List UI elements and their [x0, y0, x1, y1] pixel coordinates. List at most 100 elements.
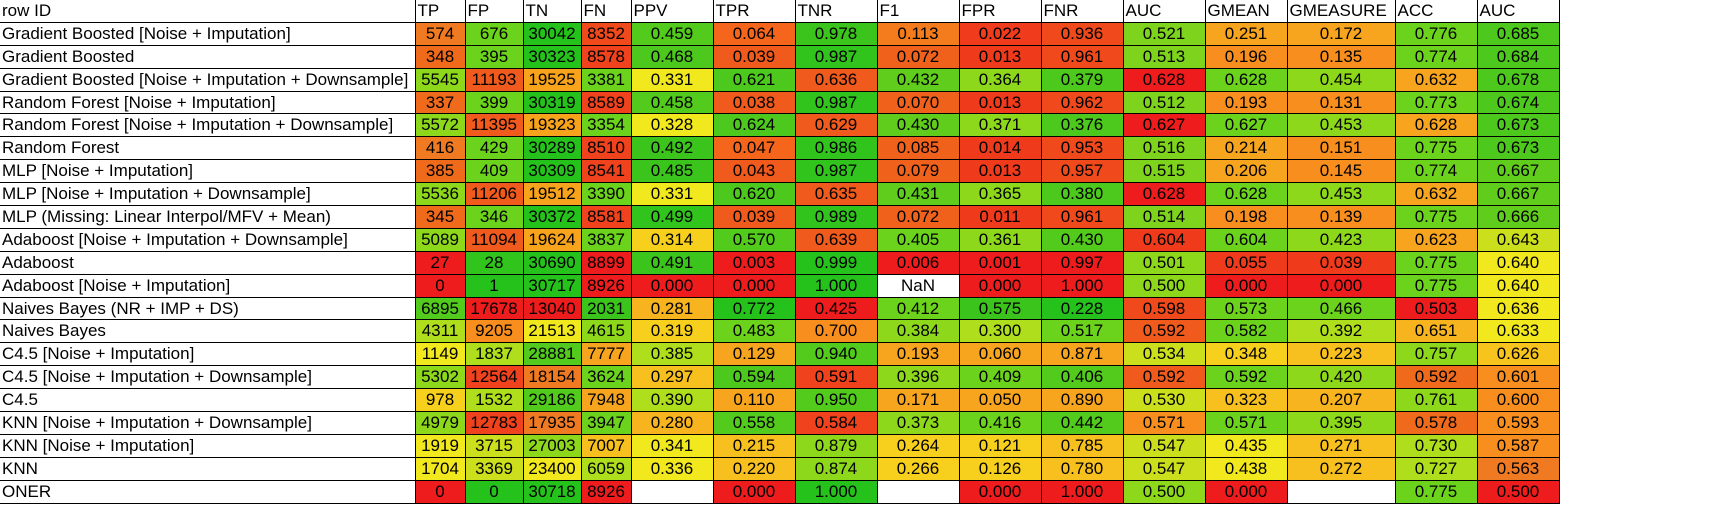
metric-cell	[876, 479, 960, 504]
metric-cell: 0.773	[1394, 90, 1478, 115]
metric-cell: 0.547	[1122, 433, 1206, 458]
table-row: Adaboost [Noise + Imputation] 0 1 30717 8926…	[0, 273, 1560, 298]
metric-cell: 0.940	[794, 342, 878, 367]
metric-cell: 0.113	[876, 21, 960, 46]
metric-cell: 0.072	[876, 205, 960, 229]
metric-cell: 0.578	[1394, 411, 1478, 435]
metric-cell: 0.453	[1286, 182, 1396, 207]
metric-cell: 0.953	[1040, 136, 1124, 161]
metric-cell: 0.390	[630, 388, 714, 413]
metric-cell: 0.632	[1394, 67, 1478, 92]
metric-cell: 0.060	[958, 342, 1042, 367]
metric-cell: 7948	[580, 388, 632, 413]
metric-cell: 0.678	[1476, 67, 1560, 92]
metric-cell: 0.409	[958, 365, 1042, 390]
metric-cell: 0.575	[958, 296, 1042, 321]
metric-cell: 574	[414, 21, 466, 46]
metric-cell: 1.000	[1040, 479, 1124, 504]
metric-cell: 5536	[414, 182, 466, 207]
metric-cell: 0.684	[1476, 44, 1560, 69]
metric-cell: 0.570	[712, 227, 796, 252]
metric-cell: 0.651	[1394, 319, 1478, 344]
metric-cell: 0.198	[1204, 205, 1288, 229]
metric-cell: 0.961	[1040, 44, 1124, 69]
table-row: ONER 0 0 30718 8926 0.000 1.000 0.000 1.000 0.500…	[0, 479, 1560, 504]
column-header: PPV	[630, 0, 714, 23]
metric-cell: 0.573	[1204, 296, 1288, 321]
metric-cell: 0.013	[958, 90, 1042, 115]
metric-cell: 8581	[580, 205, 632, 229]
metric-cell: 28881	[522, 342, 582, 367]
metric-cell: 0.014	[958, 136, 1042, 161]
metric-cell: 8589	[580, 90, 632, 115]
row-id-cell: Random Forest [Noise + Imputation + Down…	[0, 113, 416, 138]
metric-cell: 0.328	[630, 113, 714, 138]
metric-cell: 0.558	[712, 411, 796, 435]
metric-cell: 0.503	[1394, 296, 1478, 321]
table-row: KNN [Noise + Imputation + Downsample] 497…	[0, 411, 1560, 435]
metric-cell: 0.364	[958, 67, 1042, 92]
metric-cell: 0.223	[1286, 342, 1396, 367]
metric-cell: 19512	[522, 182, 582, 207]
metric-cell: 0.514	[1122, 205, 1206, 229]
metric-cell: 978	[414, 388, 466, 413]
metric-cell: 0.072	[876, 44, 960, 69]
metric-cell: 0.459	[630, 21, 714, 46]
metric-cell: 0.373	[876, 411, 960, 435]
metric-cell: 2031	[580, 296, 632, 321]
metric-cell: 0.601	[1476, 365, 1560, 390]
metric-cell: 0.592	[1394, 365, 1478, 390]
metric-cell: 0.890	[1040, 388, 1124, 413]
metric-cell: 0.626	[1476, 342, 1560, 367]
metric-cell: 0.001	[958, 250, 1042, 275]
metric-cell: 13040	[522, 296, 582, 321]
row-id-cell: Adaboost	[0, 250, 416, 275]
metric-cell: 29186	[522, 388, 582, 413]
metric-cell: 0.365	[958, 182, 1042, 207]
metric-cell: 3381	[580, 67, 632, 92]
metric-cell: 11193	[464, 67, 524, 92]
metric-cell: 21513	[522, 319, 582, 344]
metric-cell: 0.516	[1122, 136, 1206, 161]
metric-cell: 0.640	[1476, 273, 1560, 298]
metric-cell: 345	[414, 205, 466, 229]
metric-cell: 0.039	[1286, 250, 1396, 275]
metric-cell: 30718	[522, 479, 582, 504]
metric-cell: 0.000	[712, 479, 796, 504]
metric-cell: 0.055	[1204, 250, 1288, 275]
row-id-cell: MLP [Noise + Imputation]	[0, 159, 416, 184]
metric-cell: 7007	[580, 433, 632, 458]
metric-cell: 0.272	[1286, 456, 1396, 481]
table-row: Gradient Boosted 348 395 30323 8578 0.468 0.03…	[0, 44, 1560, 69]
metric-cell: 0.643	[1476, 227, 1560, 252]
metric-cell: 0.000	[712, 273, 796, 298]
metric-cell: 0.371	[958, 113, 1042, 138]
metric-cell: 0.957	[1040, 159, 1124, 184]
metric-cell: 0.215	[712, 433, 796, 458]
metric-cell: 416	[414, 136, 466, 161]
column-header: GMEASURE	[1286, 0, 1396, 23]
metric-cell: 0.757	[1394, 342, 1478, 367]
table-row: Naives Bayes (NR + IMP + DS) 6895 17678 130…	[0, 296, 1560, 321]
metric-cell: 3624	[580, 365, 632, 390]
metric-cell: 0.228	[1040, 296, 1124, 321]
row-id-cell: Gradient Boosted [Noise + Imputation + D…	[0, 67, 416, 92]
metric-cell: 0.500	[1122, 273, 1206, 298]
metric-cell: 0.000	[958, 273, 1042, 298]
metric-cell: 0.121	[958, 433, 1042, 458]
table-row: Adaboost 27 28 30690 8899 0.491 0.003 0.999 0.00…	[0, 250, 1560, 275]
row-id-cell: C4.5	[0, 388, 416, 413]
metric-cell: 0.501	[1122, 250, 1206, 275]
metric-cell	[1286, 479, 1396, 504]
metric-cell: 0.396	[876, 365, 960, 390]
metric-cell: 0.438	[1204, 456, 1288, 481]
metric-cell: 0.406	[1040, 365, 1124, 390]
metric-cell: 12564	[464, 365, 524, 390]
metric-cell: NaN	[876, 273, 960, 298]
row-id-cell: Adaboost [Noise + Imputation + Downsampl…	[0, 227, 416, 252]
metric-cell: 0.280	[630, 411, 714, 435]
metric-cell: 0.468	[630, 44, 714, 69]
metric-cell: 27	[414, 250, 466, 275]
metric-cell: 5572	[414, 113, 466, 138]
row-id-cell: C4.5 [Noise + Imputation + Downsample]	[0, 365, 416, 390]
